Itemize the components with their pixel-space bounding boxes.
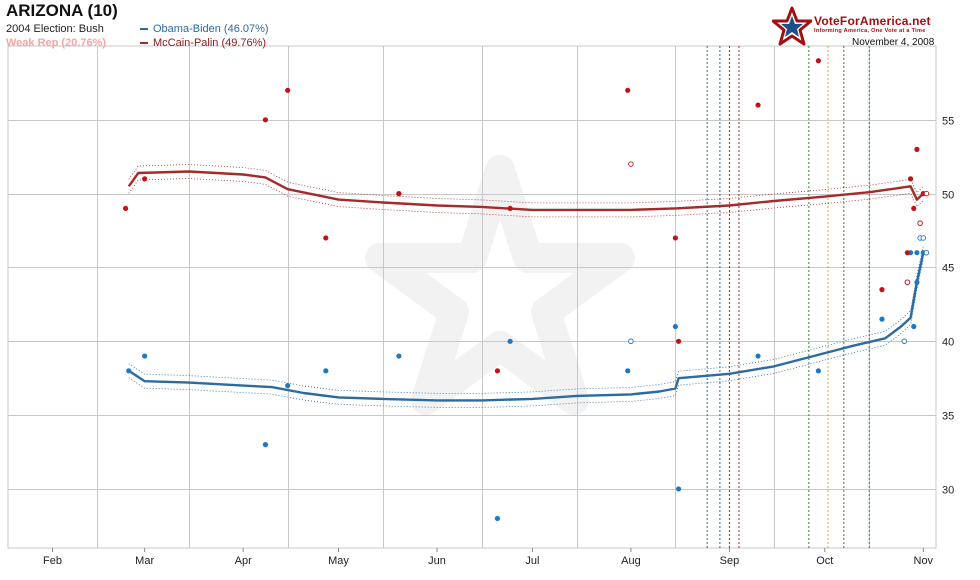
- x-tick-label: Jul: [525, 555, 539, 567]
- poll-point-obama: [914, 279, 920, 285]
- plot-frame: [7, 45, 937, 549]
- poll-point-obama: [323, 368, 329, 374]
- x-tick-label: May: [328, 555, 349, 567]
- x-tick-label: Feb: [43, 555, 62, 567]
- x-tick-label: Oct: [816, 555, 833, 567]
- x-tick-label: Mar: [135, 555, 154, 567]
- poll-point-obama: [126, 368, 132, 374]
- poll-point-mccain: [755, 102, 761, 108]
- x-tick-label: Nov: [914, 555, 934, 567]
- election-2004-label: 2004 Election: Bush: [6, 23, 104, 35]
- poll-point-obama: [494, 515, 501, 522]
- poll-point-mccain: [815, 58, 822, 64]
- y-tick-label: 35: [942, 411, 954, 423]
- poll-point-mccain: [911, 205, 917, 212]
- poll-point-open-obama: [923, 249, 930, 256]
- poll-point-mccain: [625, 87, 631, 93]
- poll-point-obama: [879, 316, 885, 322]
- confidence-band-mccain: [128, 164, 924, 204]
- poll-point-open-mccain: [628, 161, 634, 167]
- watermark-star-icon: [365, 155, 635, 415]
- poll-point-obama: [262, 442, 269, 448]
- trend-line-mccain: [127, 170, 925, 212]
- y-tick-label: 45: [942, 263, 954, 275]
- x-tick-label: Jun: [428, 555, 446, 567]
- poll-point-obama: [815, 368, 822, 374]
- confidence-bands: [128, 164, 924, 408]
- poll-point-obama: [755, 353, 761, 359]
- legend-mccain: McCain-Palin (49.76%): [140, 37, 266, 49]
- y-tick-label: 40: [942, 337, 954, 349]
- trend-lines: [127, 170, 925, 402]
- brand-tagline: Informing America, One Vote at a Time: [814, 28, 926, 34]
- y-tick-label: 50: [942, 190, 954, 202]
- brand-logo[interactable]: VoteForAmerica.net Informing America, On…: [770, 4, 940, 48]
- poll-point-obama: [911, 323, 917, 330]
- legend-label-obama: Obama-Biden (46.07%): [153, 23, 269, 35]
- grid: [7, 45, 937, 549]
- poll-point-mccain: [142, 176, 148, 182]
- legend-swatch-obama: [140, 28, 148, 31]
- poll-point-obama: [396, 353, 402, 359]
- poll-point-open-obama: [628, 338, 634, 345]
- election-date: November 4, 2008: [852, 37, 935, 48]
- x-tick-label: Aug: [621, 555, 641, 567]
- poll-points: [122, 58, 930, 522]
- poll-point-mccain: [323, 235, 329, 241]
- poll-point-open-mccain: [923, 190, 930, 197]
- poll-point-mccain: [904, 250, 910, 256]
- poll-point-obama: [914, 250, 920, 256]
- brand-name: VoteForAmerica.net: [814, 14, 931, 28]
- y-tick-label: 55: [942, 116, 954, 128]
- poll-point-obama: [625, 368, 631, 374]
- legend-label-mccain: McCain-Palin (49.76%): [153, 37, 267, 49]
- event-markers: [706, 46, 870, 548]
- x-tick-label: Sep: [720, 555, 740, 567]
- poll-point-open-mccain: [917, 220, 923, 226]
- poll-point-obama: [285, 382, 291, 389]
- confidence-band-mccain: [128, 178, 924, 218]
- poll-point-mccain: [914, 146, 920, 152]
- poll-point-obama: [675, 486, 682, 492]
- y-tick-label: 30: [942, 485, 954, 497]
- poll-point-mccain: [675, 338, 682, 344]
- poll-point-mccain: [396, 191, 402, 197]
- poll-point-open-mccain: [904, 279, 911, 285]
- poll-point-mccain: [672, 235, 678, 241]
- x-tick-label: Apr: [235, 555, 252, 567]
- y-axis-ticks: 30 35 40 45 50 55: [942, 116, 954, 497]
- poll-point-mccain: [907, 176, 914, 182]
- x-axis-ticks: Feb Mar Apr May Jun Jul Aug Sep Oct Nov: [43, 548, 934, 567]
- poll-point-mccain: [262, 117, 269, 123]
- poll-point-mccain: [122, 205, 129, 212]
- poll-point-obama: [142, 353, 148, 359]
- poll-point-open-obama: [901, 338, 907, 345]
- poll-point-open-obama: [920, 235, 927, 241]
- poll-point-mccain: [494, 368, 501, 374]
- poll-point-mccain: [507, 205, 513, 212]
- legend-obama: Obama-Biden (46.07%): [140, 23, 269, 35]
- trend-line-obama: [128, 252, 925, 402]
- poll-point-mccain: [285, 87, 291, 93]
- star-logo-icon: [772, 6, 812, 46]
- poll-point-mccain: [879, 287, 885, 293]
- poll-point-obama: [507, 338, 513, 344]
- page-title: ARIZONA (10): [6, 1, 118, 20]
- legend-swatch-mccain: [140, 42, 148, 45]
- poll-point-obama: [672, 323, 678, 330]
- weak-rep-label: Weak Rep (20.76%): [6, 37, 107, 49]
